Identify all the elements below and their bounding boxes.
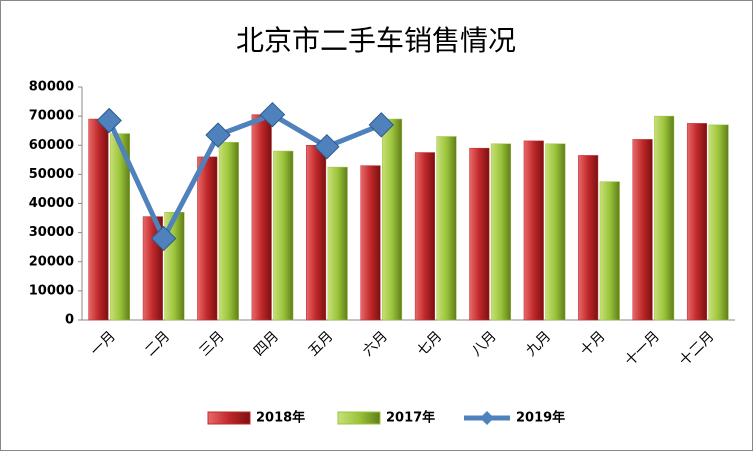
y-tick-label: 80000	[29, 80, 74, 95]
marker	[96, 107, 122, 134]
bar	[109, 133, 131, 321]
marker	[368, 112, 394, 138]
chart-title: 北京市二手车销售情况	[236, 24, 516, 57]
bar	[414, 152, 435, 321]
line	[106, 112, 383, 241]
legend-swatch	[480, 411, 494, 425]
bar	[686, 123, 708, 321]
y-tick-label: 60000	[29, 138, 74, 153]
bar	[382, 118, 403, 321]
bar	[360, 165, 381, 321]
bar	[436, 136, 457, 321]
y-tick-label: 0	[65, 313, 74, 328]
legend-label: 2018年	[256, 410, 305, 426]
y-tick-label: 20000	[29, 254, 74, 269]
y-tick-label: 40000	[29, 196, 74, 211]
y-tick-label: 50000	[29, 167, 74, 182]
bar	[578, 155, 599, 321]
y-tick-label: 70000	[29, 109, 74, 124]
bar	[490, 143, 511, 321]
legend-label: 2017年	[386, 410, 435, 426]
bar	[708, 124, 729, 321]
legend-swatch	[207, 411, 251, 425]
marker	[205, 122, 231, 148]
bar	[306, 145, 327, 321]
legend-swatch	[337, 411, 381, 425]
bar	[273, 150, 294, 321]
bar	[469, 147, 490, 321]
bar	[327, 166, 348, 321]
bar	[197, 156, 218, 321]
bar	[523, 140, 544, 321]
y-tick-label: 30000	[29, 225, 74, 240]
bar	[251, 114, 272, 321]
bar	[218, 142, 239, 321]
bar	[632, 139, 653, 321]
bar	[545, 143, 566, 321]
marker	[150, 225, 177, 252]
marker	[259, 101, 286, 128]
bar	[599, 181, 620, 321]
y-tick-label: 10000	[29, 283, 74, 298]
bar	[88, 118, 109, 321]
bar	[654, 115, 675, 321]
marker	[314, 133, 340, 160]
legend-label: 2019年	[516, 410, 565, 426]
